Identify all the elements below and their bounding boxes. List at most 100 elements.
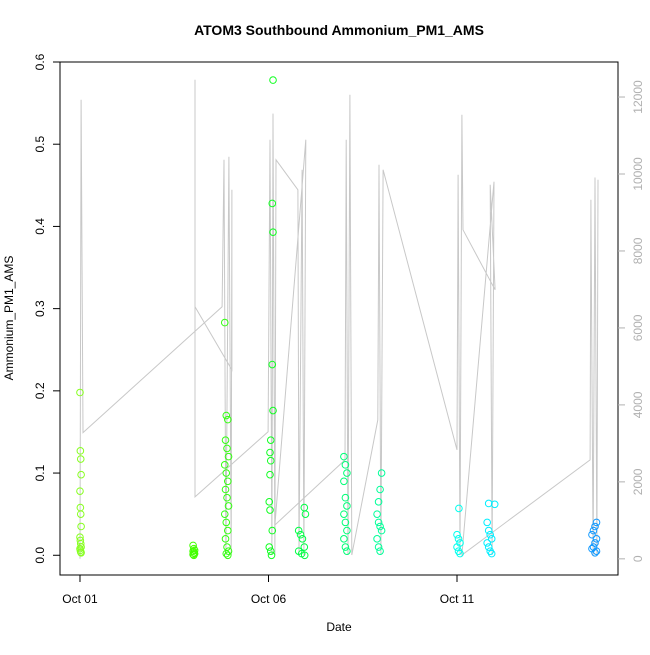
data-point [484,526,493,535]
data-point [189,550,197,559]
y2-tick-label: 12000 [631,80,645,114]
data-point [343,502,351,510]
data-point [76,388,84,397]
data-point [340,452,348,461]
data-point [300,543,309,551]
x-axis-label: Date [326,620,352,634]
data-point [486,530,494,539]
data-point [266,456,275,465]
data-point [220,318,229,327]
data-point [268,199,277,208]
data-point [341,493,350,502]
data-point [487,549,496,558]
data-point [77,470,85,479]
y-tick-label: 0.6 [33,53,47,70]
data-point [77,543,85,551]
data-point [224,452,233,461]
data-point [343,547,351,555]
data-point [223,551,232,560]
y2-tick-label: 10000 [631,157,645,191]
data-point [265,543,274,551]
data-point [223,415,232,424]
data-point [591,522,599,531]
data-point [453,530,461,539]
data-point [266,470,274,479]
data-point [343,469,351,477]
data-point [221,436,230,444]
data-point [340,477,348,486]
data-point [376,547,384,555]
data-point [266,436,275,444]
data-point [340,535,348,543]
y2-tick-label: 8000 [631,237,645,264]
plot-frame [59,61,619,576]
y-axis-label: Ammonium_PM1_AMS [2,256,16,381]
data-point [376,485,384,494]
data-point [221,485,230,494]
data-point [591,539,599,547]
data-point [266,448,274,457]
data-point [490,500,499,509]
data-point [484,543,493,551]
data-point [341,543,350,551]
data-point [373,510,381,518]
altitude-line [79,79,599,559]
data-point [341,461,350,469]
y2-tick-label: 4000 [631,391,645,418]
y2-tick-label: 0 [631,555,645,562]
data-point [343,526,351,535]
x-tick-label: Oct 06 [251,592,287,606]
data-point [374,543,383,551]
data-point [294,526,303,535]
data-point [456,549,464,558]
data-point [373,535,381,543]
x-tick-label: Oct 01 [62,592,98,606]
data-point [377,469,386,477]
data-point [454,535,463,543]
data-point [220,461,229,469]
data-point [341,518,350,527]
data-point [453,543,461,551]
y-tick-label: 0.3 [33,300,47,317]
data-point [589,526,598,535]
data-point [296,530,305,539]
data-point [487,535,496,543]
data-point [592,535,601,543]
y-tick-label: 0.0 [33,547,47,564]
data-point [483,539,491,547]
data-point [300,551,309,560]
data-point [301,510,310,518]
data-point [223,477,232,486]
data-point [455,504,463,513]
y2-tick-label: 2000 [631,468,645,495]
data-point [376,522,384,531]
data-point [298,535,307,543]
data-point [269,228,277,236]
data-point [220,510,229,518]
data-point [222,469,231,477]
data-point [592,547,601,555]
y-tick-label: 0.2 [33,382,47,399]
data-point [223,493,231,502]
data-point [268,360,277,369]
data-point [374,518,383,527]
data-point [340,510,348,518]
data-point [224,502,233,510]
data-point [588,530,596,539]
data-point [189,541,197,550]
data-point [265,498,274,506]
data-point [592,518,601,527]
y-tick-label: 0.4 [33,218,47,235]
data-point [223,444,231,453]
data-point [222,549,231,558]
data-point [76,447,85,455]
chart-title: ATOM3 Southbound Ammonium_PM1_AMS [194,22,484,38]
y-tick-label: 0.5 [33,136,47,153]
data-point [222,411,231,420]
data-point [190,551,198,560]
data-point [223,526,232,535]
data-point [377,526,386,535]
y2-tick-label: 6000 [631,314,645,341]
data-point [483,518,491,527]
